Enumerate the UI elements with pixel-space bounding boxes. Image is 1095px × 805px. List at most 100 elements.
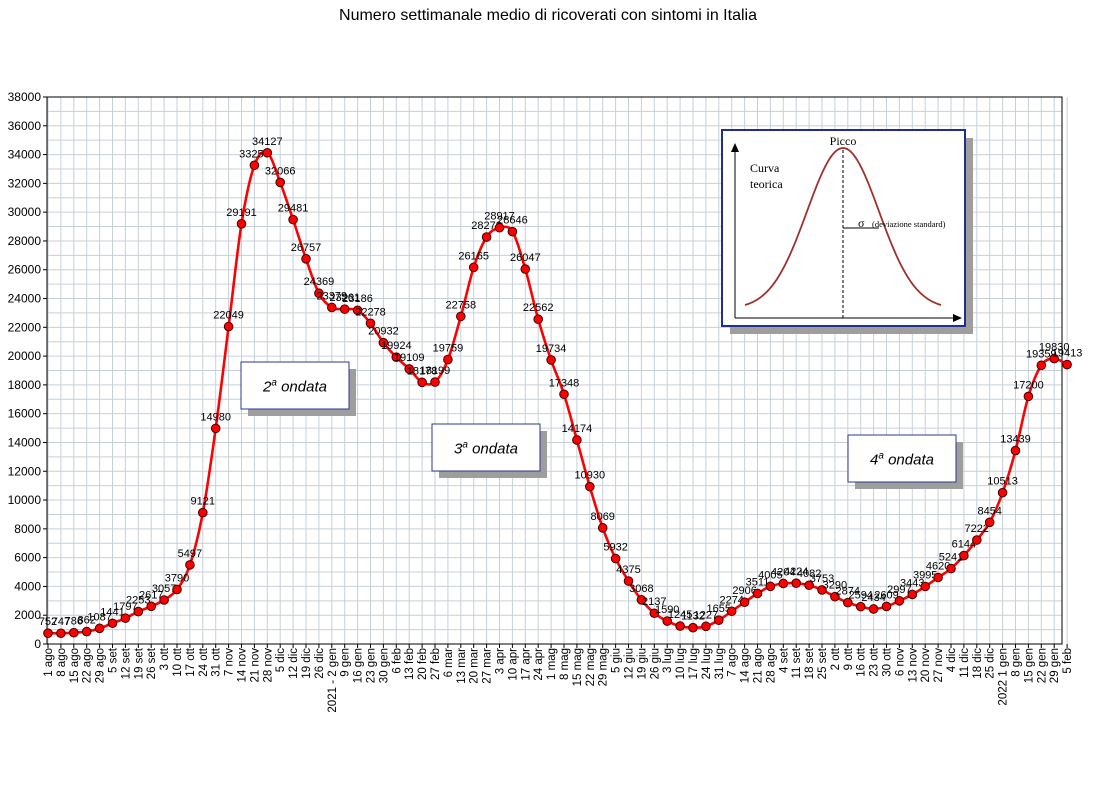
data-point: [456, 311, 466, 322]
data-point: [185, 560, 195, 570]
data-point: [610, 553, 621, 564]
data-point: [726, 606, 737, 617]
data-point: [443, 354, 453, 365]
y-tick-label: 16000: [8, 407, 42, 421]
data-label: 3753: [810, 573, 834, 585]
x-tick-label: 11 dic: [959, 648, 971, 678]
data-label: 19413: [1052, 348, 1083, 360]
inset-curve-label: Curva: [750, 161, 780, 175]
x-tick-label: 8 mag: [559, 648, 571, 680]
data-point: [262, 147, 273, 158]
data-point: [997, 487, 1008, 498]
x-tick-label: 13 mar: [456, 648, 468, 684]
data-label: 9121: [191, 496, 215, 508]
x-tick-label: 10 apr: [507, 648, 519, 681]
x-tick-label: 9 ott: [843, 647, 855, 670]
data-label: 8069: [590, 511, 614, 523]
data-point: [791, 578, 802, 588]
y-tick-label: 26000: [8, 263, 42, 277]
data-point: [1023, 391, 1034, 402]
data-label: 2137: [642, 596, 666, 608]
data-point: [288, 214, 298, 225]
data-point: [494, 222, 505, 233]
data-label: 2609: [874, 589, 898, 601]
data-point: [133, 606, 144, 617]
x-tick-label: 19 giu: [636, 648, 648, 679]
inset-curve-label: teorica: [750, 177, 783, 191]
x-tick-label: 18 set: [804, 647, 816, 679]
data-point: [120, 613, 131, 623]
data-point: [855, 601, 866, 612]
data-label: 18199: [420, 365, 451, 377]
series: 7527477868621087144117972253261730573790…: [39, 136, 1083, 639]
data-label: 19734: [536, 343, 567, 355]
data-label: 1655: [707, 603, 731, 615]
x-tick-label: 8 ago: [56, 648, 68, 677]
data-label: 14174: [562, 423, 593, 435]
x-tick-label: 20 mar: [469, 648, 481, 684]
data-label: 13439: [1000, 434, 1031, 446]
inset-sigma-note: (deviazione standard): [872, 219, 946, 229]
data-point: [146, 601, 156, 612]
y-tick-label: 10000: [8, 493, 42, 507]
data-point: [572, 435, 582, 445]
data-label: 28646: [497, 215, 528, 227]
x-tick-label: 3 lug: [662, 648, 674, 673]
data-point: [636, 595, 647, 605]
x-tick-label: 18 dic: [972, 648, 984, 679]
x-tick-label: 6 feb: [391, 648, 403, 674]
data-label: 2594: [848, 590, 872, 602]
x-tick-label: 3 apr: [495, 648, 507, 674]
data-label: 23261: [329, 292, 360, 304]
x-tick-label: 25 set: [817, 647, 829, 679]
y-tick-label: 18000: [8, 378, 42, 392]
data-label: 22562: [523, 302, 554, 314]
data-label: 1797: [113, 601, 137, 613]
data-point: [907, 589, 918, 600]
data-label: 14980: [200, 411, 231, 423]
data-label: 862: [78, 615, 96, 627]
data-label: 19759: [433, 343, 464, 355]
data-label: 1590: [655, 604, 679, 616]
x-tick-label: 11 set: [791, 647, 803, 678]
x-tick-label: 13 nov: [907, 648, 919, 683]
x-tick-label: 10 ott: [172, 647, 184, 677]
x-tick-label: 12 set: [120, 647, 132, 679]
data-point: [94, 623, 105, 634]
data-label: 34127: [252, 136, 283, 148]
data-label: 26165: [458, 250, 489, 262]
data-point: [984, 517, 995, 528]
data-point: [391, 352, 402, 362]
x-tick-label: 29 gen: [1049, 648, 1061, 683]
x-tick-label: 31 lug: [714, 648, 726, 679]
data-point: [739, 597, 750, 607]
data-point: [56, 628, 66, 639]
x-tick-label: 13 feb: [404, 648, 416, 680]
data-point: [352, 305, 363, 316]
data-point: [688, 622, 698, 633]
data-point: [714, 615, 724, 625]
data-point: [881, 601, 892, 612]
x-tick-label: 10 lug: [675, 648, 687, 679]
data-point: [701, 621, 711, 632]
x-tick-label: 27 feb: [430, 648, 442, 680]
data-point: [301, 254, 311, 264]
data-point: [314, 288, 324, 299]
y-tick-label: 2000: [14, 608, 41, 622]
data-label: 17348: [549, 377, 580, 389]
data-point: [327, 302, 337, 313]
data-point: [972, 535, 982, 545]
data-label: 4005: [758, 569, 782, 581]
y-tick-label: 36000: [8, 119, 42, 133]
data-label: 29481: [278, 203, 309, 215]
data-label: 1441: [100, 606, 124, 618]
data-label: 26757: [291, 242, 322, 254]
data-point: [210, 423, 221, 434]
x-tick-label: 16 gen: [353, 648, 365, 683]
annotation-box: [431, 423, 541, 472]
data-label: 3068: [629, 583, 653, 595]
x-tick-label: 26 dic: [314, 648, 326, 679]
x-tick-label: 5 feb: [1062, 648, 1074, 674]
y-tick-label: 30000: [8, 205, 42, 219]
x-tick-label: 4 dic: [946, 648, 958, 673]
